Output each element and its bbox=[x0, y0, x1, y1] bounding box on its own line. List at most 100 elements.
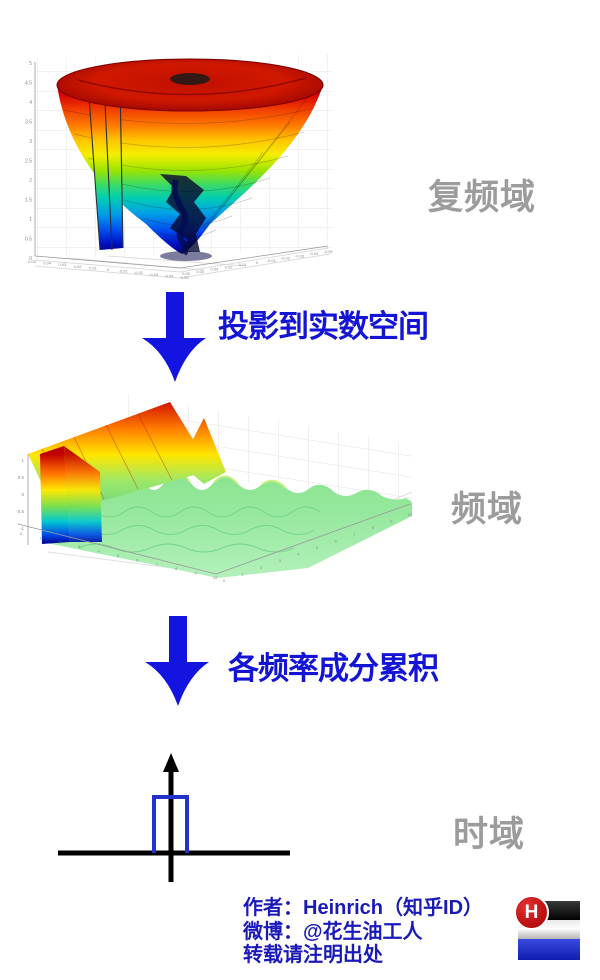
svg-text:0.05: 0.05 bbox=[182, 271, 191, 276]
svg-text:2.5: 2.5 bbox=[25, 159, 32, 165]
author-line: 作者：Heinrich（知乎ID） bbox=[243, 897, 484, 919]
svg-text:-0.01: -0.01 bbox=[119, 269, 129, 274]
plot1-x-ticks: 0.05 0.04 0.03 0.02 0.01 0 -0.01 -0.02 -0.03 -0.0… bbox=[28, 259, 189, 280]
svg-text:8: 8 bbox=[372, 525, 375, 530]
svg-text:1: 1 bbox=[241, 571, 244, 576]
time-domain-plot bbox=[58, 753, 290, 882]
plot1-y-ticks: 0.05 0.04 0.03 0.02 0.01 0 -0.01 -0.02 -0.03 -0.0… bbox=[182, 249, 333, 276]
surface-green-body bbox=[42, 467, 412, 578]
svg-text:4: 4 bbox=[297, 552, 300, 557]
svg-text:3: 3 bbox=[78, 544, 81, 549]
funnel-top-swirl bbox=[77, 77, 307, 96]
svg-text:-0.5: -0.5 bbox=[16, 509, 24, 514]
svg-text:0.04: 0.04 bbox=[196, 269, 205, 274]
svg-text:-0.02: -0.02 bbox=[134, 270, 144, 275]
svg-text:0: 0 bbox=[20, 531, 23, 536]
svg-text:-0.03: -0.03 bbox=[149, 272, 159, 277]
svg-text:0.02: 0.02 bbox=[74, 264, 83, 269]
svg-text:4: 4 bbox=[97, 549, 100, 554]
svg-text:0: 0 bbox=[21, 492, 24, 497]
svg-text:0: 0 bbox=[29, 256, 32, 262]
svg-text:-0.05: -0.05 bbox=[179, 275, 189, 280]
plot2-x-ticks: 0 1 2 3 4 5 6 7 8 9 10 bbox=[20, 531, 218, 580]
svg-text:0.5: 0.5 bbox=[18, 475, 25, 480]
weibo-line: 微博：@花生油工人 bbox=[243, 920, 423, 943]
svg-text:4: 4 bbox=[29, 100, 32, 106]
plot1-axes bbox=[34, 62, 329, 269]
logo: H bbox=[514, 895, 580, 960]
plot1-z-ticks: 5 4.5 4 3.5 3 2.5 2 1.5 1 0.5 0 bbox=[25, 61, 32, 262]
svg-text:1.5: 1.5 bbox=[25, 198, 32, 204]
svg-text:6: 6 bbox=[136, 557, 139, 562]
svg-text:0: 0 bbox=[107, 267, 110, 272]
svg-text:0.03: 0.03 bbox=[59, 262, 68, 267]
plot2-backwall-grid bbox=[128, 394, 412, 518]
funnel-cut-face bbox=[88, 82, 123, 250]
svg-text:0.01: 0.01 bbox=[89, 265, 98, 270]
arrow1-label: 投影到实数空间 bbox=[218, 309, 429, 344]
label-complex-frequency-domain: 复频域 bbox=[428, 178, 537, 217]
surface-second-peak bbox=[180, 418, 226, 484]
svg-text:3: 3 bbox=[29, 139, 32, 145]
logo-h-badge-icon: H bbox=[514, 895, 549, 930]
svg-text:4.5: 4.5 bbox=[25, 81, 32, 87]
logo-band-blue bbox=[518, 939, 580, 960]
down-arrow-2 bbox=[145, 616, 209, 706]
svg-text:3.5: 3.5 bbox=[25, 120, 32, 126]
svg-text:-0.02: -0.02 bbox=[281, 256, 291, 261]
svg-text:7: 7 bbox=[353, 532, 356, 537]
svg-text:2: 2 bbox=[29, 178, 32, 184]
svg-text:2: 2 bbox=[59, 540, 62, 545]
frequency-plot: 1 0.5 0 -0.5 -1 0 1 2 3 4 5 6 7 8 9 10 0 1 2 3 4 5 6 7 8 9 10 bbox=[16, 394, 413, 583]
svg-text:0.03: 0.03 bbox=[211, 267, 220, 272]
svg-text:8: 8 bbox=[175, 566, 178, 571]
down-arrow-icon bbox=[142, 292, 206, 382]
svg-text:-0.01: -0.01 bbox=[267, 258, 277, 263]
svg-text:0.01: 0.01 bbox=[239, 262, 248, 267]
svg-text:-1: -1 bbox=[20, 526, 24, 531]
svg-text:3: 3 bbox=[279, 558, 282, 563]
svg-text:-0.04: -0.04 bbox=[164, 273, 174, 278]
funnel-body bbox=[57, 85, 323, 254]
funnel-top-hole bbox=[170, 73, 210, 85]
svg-text:6: 6 bbox=[334, 538, 337, 543]
front-rainbow-face-2 bbox=[64, 446, 102, 542]
attribution-block: 作者：Heinrich（知乎ID） 微博：@花生油工人 转载请注明出处 bbox=[243, 897, 483, 968]
axis-arrowhead-icon bbox=[163, 753, 179, 772]
label-time-domain: 时域 bbox=[453, 815, 526, 854]
svg-text:10: 10 bbox=[408, 512, 413, 517]
svg-text:1: 1 bbox=[21, 458, 24, 463]
down-arrow-icon bbox=[145, 616, 209, 706]
arrow2-label: 各频率成分累积 bbox=[228, 651, 439, 686]
svg-text:0.04: 0.04 bbox=[43, 261, 52, 266]
plot2-z-ticks: 1 0.5 0 -0.5 -1 bbox=[16, 458, 24, 531]
plot2-y-ticks: 0 1 2 3 4 5 6 7 8 9 10 bbox=[223, 512, 413, 583]
svg-text:10: 10 bbox=[213, 575, 218, 580]
svg-text:9: 9 bbox=[194, 571, 197, 576]
svg-text:0.05: 0.05 bbox=[28, 259, 37, 264]
front-rainbow-face-1 bbox=[40, 446, 70, 544]
svg-text:5: 5 bbox=[29, 61, 32, 67]
svg-text:-0.03: -0.03 bbox=[295, 253, 305, 258]
svg-text:1: 1 bbox=[39, 535, 42, 540]
svg-text:7: 7 bbox=[156, 562, 159, 567]
funnel-floor-shadow bbox=[160, 251, 212, 261]
svg-text:0: 0 bbox=[223, 578, 226, 583]
plot2-axes bbox=[17, 454, 411, 575]
complex-frequency-plot: 54.543.532.521.510.50 0.05 0.04 0.03 0.02 0.… bbox=[25, 54, 333, 280]
down-arrow-1 bbox=[142, 292, 206, 382]
svg-text:0.02: 0.02 bbox=[225, 264, 234, 269]
rect-pulse bbox=[152, 795, 189, 853]
logo-letter: H bbox=[524, 901, 539, 923]
label-frequency-domain: 频域 bbox=[451, 490, 524, 529]
notice-line: 转载请注明出处 bbox=[243, 944, 383, 966]
svg-text:2: 2 bbox=[260, 565, 263, 570]
svg-text:1: 1 bbox=[29, 217, 32, 223]
svg-text:-0.05: -0.05 bbox=[323, 249, 333, 254]
svg-text:9: 9 bbox=[390, 519, 393, 524]
svg-text:5: 5 bbox=[117, 553, 120, 558]
svg-text:5: 5 bbox=[316, 545, 319, 550]
svg-text:-0.04: -0.04 bbox=[309, 251, 319, 256]
funnel-cut-edges bbox=[87, 81, 124, 251]
